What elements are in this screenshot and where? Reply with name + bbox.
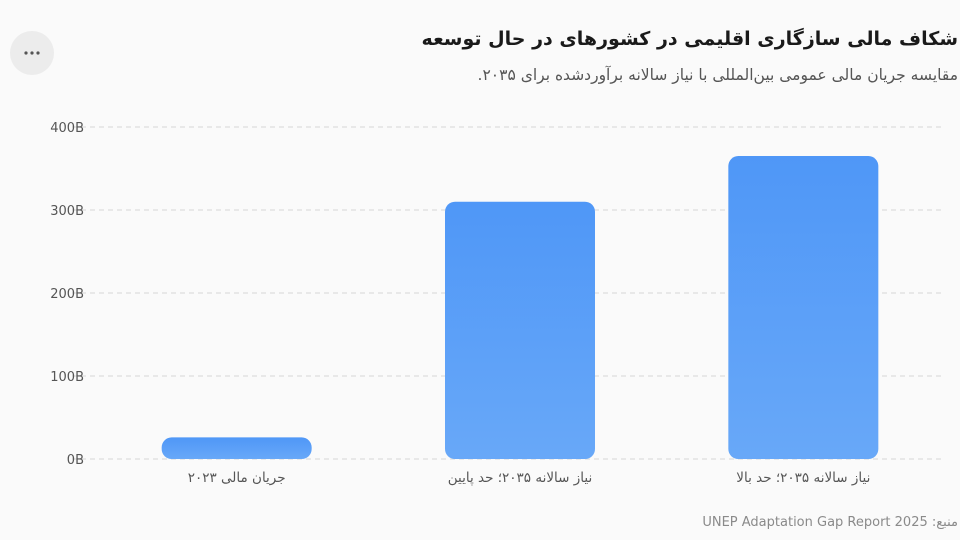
x-tick-label: جریان مالی ۲۰۲۳ xyxy=(188,470,286,486)
bar[interactable] xyxy=(161,437,312,459)
y-tick-label: 200B xyxy=(50,287,84,302)
bar[interactable] xyxy=(445,201,595,459)
y-axis-ticks: 0B 100B 200B 300B 400B xyxy=(50,121,84,468)
chart-title: شکاف مالی سازگاری اقلیمی در کشورهای در ح… xyxy=(421,28,958,50)
y-tick-label: 100B xyxy=(50,370,84,385)
chart-subtitle: مقایسه جریان مالی عمومی بین‌المللی با نی… xyxy=(477,66,958,84)
bar[interactable] xyxy=(728,156,879,460)
y-tick-label: 300B xyxy=(50,204,84,219)
source-note: منبع: UNEP Adaptation Gap Report 2025 xyxy=(702,515,958,530)
bars xyxy=(161,156,879,460)
more-horizontal-icon xyxy=(24,51,40,55)
chart-menu-button[interactable] xyxy=(10,31,54,75)
x-tick-label: نیاز سالانه ۲۰۳۵؛ حد پایین xyxy=(448,470,592,486)
x-tick-label: نیاز سالانه ۲۰۳۵؛ حد بالا xyxy=(736,470,870,486)
x-axis-labels: جریان مالی ۲۰۲۳ نیاز سالانه ۲۰۳۵؛ حد پایی… xyxy=(188,470,871,486)
y-tick-label: 400B xyxy=(50,121,84,136)
y-tick-label: 0B xyxy=(67,453,84,468)
